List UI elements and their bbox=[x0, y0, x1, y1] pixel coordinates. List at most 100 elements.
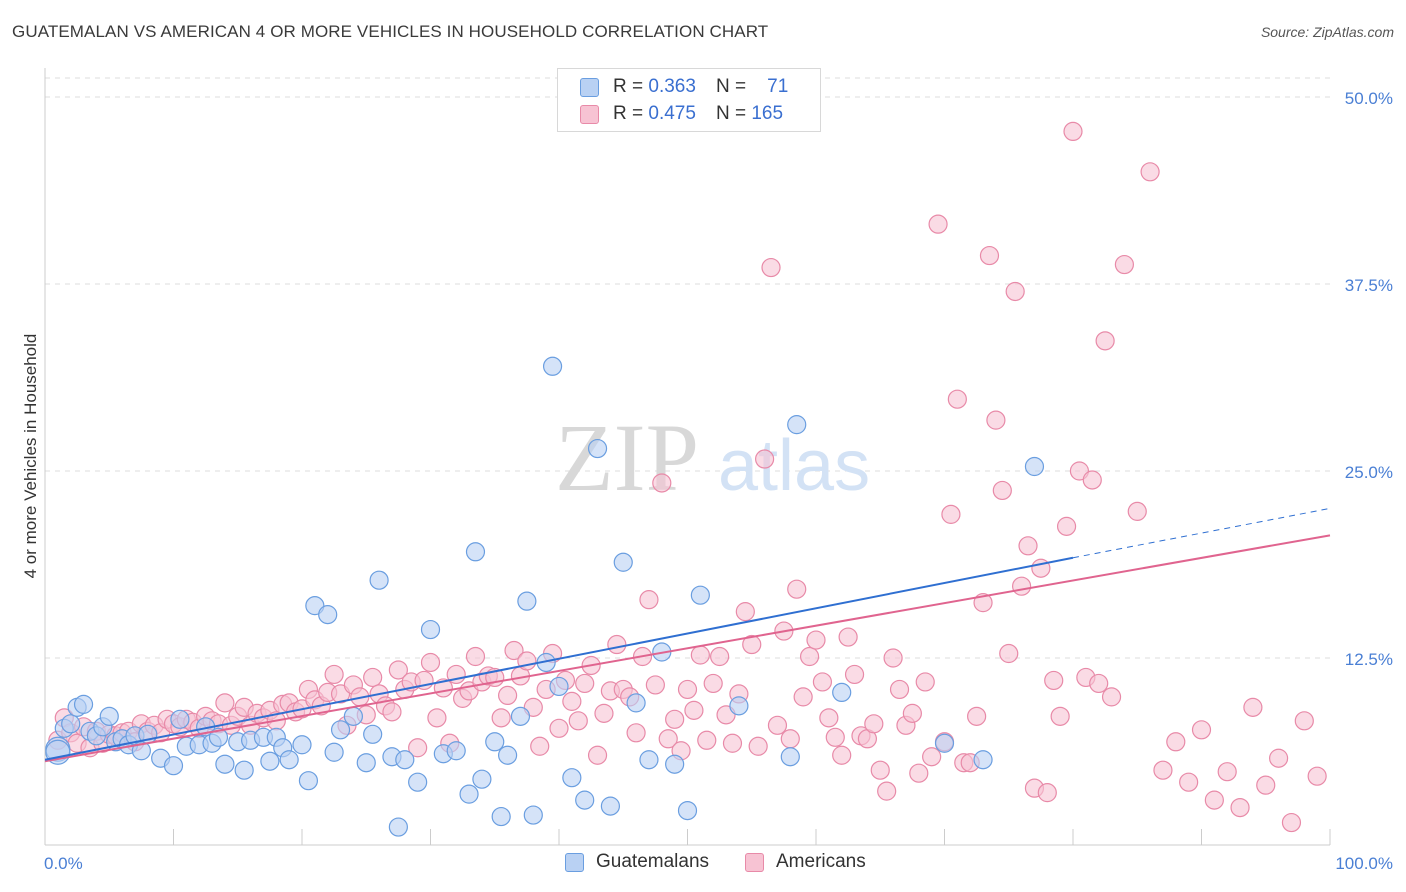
data-point bbox=[967, 706, 987, 726]
data-point bbox=[787, 579, 807, 599]
source-label: Source: ZipAtlas.com bbox=[1260, 24, 1394, 40]
data-point bbox=[1153, 760, 1173, 780]
series-guatemalans bbox=[45, 356, 1045, 837]
data-point bbox=[838, 627, 858, 647]
data-point bbox=[510, 706, 531, 726]
data-point bbox=[645, 675, 665, 695]
watermark-zip: ZIP bbox=[555, 404, 699, 511]
data-point bbox=[1089, 673, 1109, 694]
data-point bbox=[992, 480, 1012, 501]
data-point bbox=[517, 591, 537, 611]
data-point bbox=[408, 772, 428, 792]
data-point bbox=[1307, 766, 1327, 786]
data-point bbox=[1037, 783, 1057, 803]
data-point bbox=[690, 585, 710, 605]
data-point bbox=[279, 750, 299, 770]
data-point bbox=[491, 806, 511, 827]
data-point bbox=[607, 634, 627, 655]
n-label: N = bbox=[715, 103, 747, 124]
data-point bbox=[613, 552, 633, 572]
n-value: 71 bbox=[767, 76, 789, 97]
data-point bbox=[504, 640, 524, 661]
n-value: 165 bbox=[751, 103, 784, 124]
data-point bbox=[1204, 790, 1224, 810]
data-point bbox=[922, 747, 942, 767]
chart-title: GUATEMALAN VS AMERICAN 4 OR MORE VEHICLE… bbox=[12, 22, 769, 41]
data-point bbox=[909, 763, 929, 783]
data-point bbox=[542, 356, 563, 376]
legend-label: Americans bbox=[776, 851, 866, 872]
legend-swatch-pink bbox=[580, 104, 599, 124]
data-point bbox=[1005, 281, 1025, 302]
trend-lines bbox=[44, 507, 1331, 763]
data-point bbox=[665, 709, 685, 729]
data-point bbox=[761, 257, 781, 278]
data-point bbox=[465, 542, 486, 562]
axes bbox=[44, 68, 1331, 846]
data-point bbox=[690, 645, 710, 665]
data-point bbox=[420, 652, 441, 673]
data-point bbox=[324, 742, 344, 762]
axis-labels: 12.5% 25.0% 37.5% 50.0% 0.0% 100.0% 4 or more … bbox=[21, 89, 1393, 873]
data-point bbox=[594, 703, 614, 723]
data-point bbox=[780, 747, 800, 767]
data-point bbox=[793, 687, 813, 707]
data-point bbox=[877, 781, 897, 801]
trend-line-guatemalans-extension bbox=[1072, 507, 1331, 559]
data-point bbox=[947, 389, 967, 409]
legend-swatch-blue bbox=[565, 852, 584, 872]
data-point bbox=[420, 619, 441, 640]
data-point bbox=[677, 800, 698, 821]
stats-legend: R = 0.363 N = 71 R = 0.475 N = 165 bbox=[557, 68, 821, 132]
data-point bbox=[215, 693, 235, 713]
data-point bbox=[1018, 536, 1038, 556]
data-point bbox=[639, 750, 659, 770]
data-point bbox=[343, 706, 363, 726]
data-point bbox=[729, 696, 749, 716]
data-point bbox=[658, 729, 678, 749]
legend-item-americans[interactable]: Americans bbox=[745, 851, 866, 873]
data-point bbox=[61, 714, 81, 734]
data-point bbox=[234, 760, 254, 780]
data-point bbox=[697, 730, 717, 750]
data-point bbox=[1243, 697, 1263, 717]
data-point bbox=[292, 735, 312, 755]
data-point bbox=[710, 646, 730, 667]
data-point bbox=[677, 679, 698, 700]
data-point bbox=[626, 693, 646, 713]
data-point bbox=[170, 709, 190, 729]
legend-label: Guatemalans bbox=[596, 851, 710, 872]
y-tick-label: 50.0% bbox=[1345, 89, 1393, 108]
legend-item-guatemalans[interactable]: Guatemalans bbox=[565, 851, 709, 873]
data-point bbox=[388, 660, 408, 680]
watermark-atlas: atlas bbox=[718, 426, 870, 506]
data-point bbox=[832, 682, 852, 703]
data-point bbox=[1230, 797, 1250, 818]
r-value: 0.475 bbox=[648, 103, 696, 124]
data-point bbox=[742, 634, 762, 655]
data-point bbox=[870, 760, 890, 780]
data-point bbox=[1140, 162, 1160, 182]
data-point bbox=[1024, 456, 1045, 477]
data-point bbox=[215, 754, 235, 774]
data-point bbox=[986, 410, 1006, 430]
data-point bbox=[703, 673, 723, 694]
data-point bbox=[575, 673, 595, 694]
data-point bbox=[754, 449, 775, 469]
data-point bbox=[472, 769, 492, 789]
data-point bbox=[363, 667, 383, 688]
data-point bbox=[864, 714, 884, 734]
data-point bbox=[600, 796, 621, 816]
data-point bbox=[1044, 670, 1064, 691]
y-tick-label: 37.5% bbox=[1345, 276, 1393, 295]
data-point bbox=[562, 691, 582, 711]
r-label: R = bbox=[613, 76, 644, 97]
data-point bbox=[819, 708, 839, 728]
data-point bbox=[684, 700, 704, 720]
trend-line-guatemalans bbox=[44, 556, 1074, 761]
data-point bbox=[208, 727, 229, 747]
data-point bbox=[498, 745, 518, 765]
data-point bbox=[1082, 470, 1102, 490]
data-point bbox=[825, 727, 845, 747]
